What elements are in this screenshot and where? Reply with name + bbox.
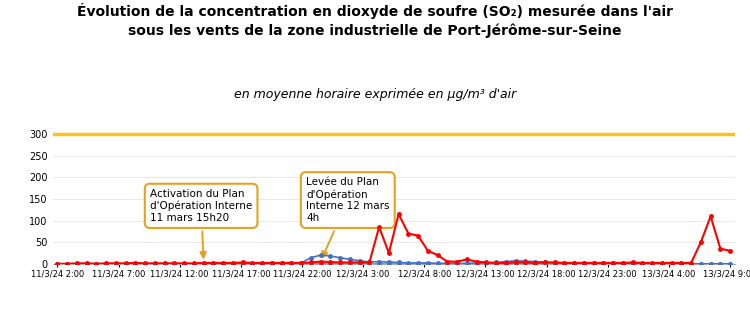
Text: Évolution de la concentration en dioxyde de soufre (SO₂) mesurée dans l'air
sous: Évolution de la concentration en dioxyde…	[77, 3, 673, 38]
Text: Levée du Plan
d'Opération
Interne 12 mars
4h: Levée du Plan d'Opération Interne 12 mar…	[306, 177, 389, 257]
Text: en moyenne horaire exprimée en μg/m³ d'air: en moyenne horaire exprimée en μg/m³ d'a…	[234, 88, 516, 101]
Text: Activation du Plan
d'Opération Interne
11 mars 15h20: Activation du Plan d'Opération Interne 1…	[150, 189, 252, 257]
Legend: Notre-Dame de Bliquetuit - SO2 microg/m3, Port-Jérôme-sur-Seine - SO2 microg/m3,: Notre-Dame de Bliquetuit - SO2 microg/m3…	[0, 312, 750, 314]
